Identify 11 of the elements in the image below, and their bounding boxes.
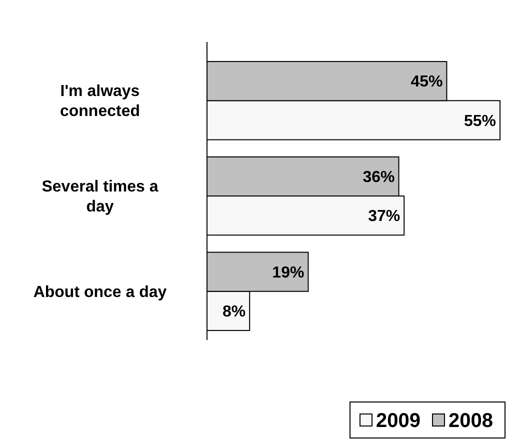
data-label: 36% xyxy=(362,169,395,186)
data-label: 8% xyxy=(222,304,246,321)
data-label: 19% xyxy=(272,264,304,282)
y-tick-label: Several times a day xyxy=(42,178,158,216)
legend-label: 2009 xyxy=(376,410,420,432)
y-tick-label: About once a day xyxy=(33,284,167,301)
legend-label: 2008 xyxy=(448,410,493,432)
data-label: 45% xyxy=(410,74,443,91)
data-label: 37% xyxy=(368,208,400,226)
data-label: 55% xyxy=(464,112,496,130)
y-tick-label: I'm always connected xyxy=(60,83,140,120)
